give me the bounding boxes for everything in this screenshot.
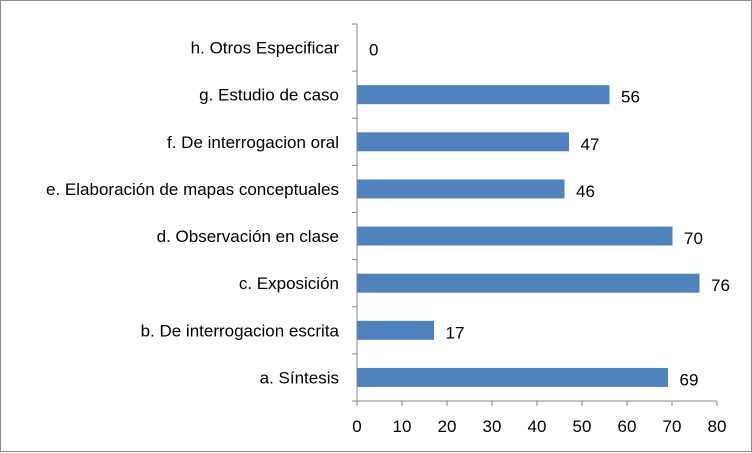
data-label: 46 [576, 182, 595, 201]
bar [357, 85, 610, 105]
x-tick-label: 10 [393, 417, 412, 436]
bar [357, 320, 434, 340]
x-tick-label: 80 [708, 417, 727, 436]
data-label: 17 [446, 323, 465, 342]
bar [357, 179, 565, 199]
x-tick-label: 0 [352, 417, 361, 436]
data-label: 69 [680, 370, 699, 389]
x-tick-label: 30 [483, 417, 502, 436]
category-label: h. Otros Especificar [191, 39, 340, 58]
category-label: e. Elaboración de mapas conceptuales [46, 180, 339, 199]
x-tick-label: 50 [573, 417, 592, 436]
category-label: g. Estudio de caso [199, 86, 339, 105]
x-tick-label: 20 [438, 417, 457, 436]
category-label: a. Síntesis [260, 368, 339, 387]
x-tick-label: 40 [528, 417, 547, 436]
bar [357, 226, 673, 246]
data-label: 47 [581, 135, 600, 154]
x-tick-label: 60 [618, 417, 637, 436]
bar [357, 367, 668, 387]
category-label: b. De interrogacion escrita [141, 321, 340, 340]
category-label: c. Exposición [239, 274, 339, 293]
data-label: 56 [621, 88, 640, 107]
data-label: 0 [369, 41, 378, 60]
data-label: 76 [711, 276, 730, 295]
category-label: d. Observación en clase [157, 227, 339, 246]
x-tick-label: 70 [663, 417, 682, 436]
bar [357, 273, 700, 293]
bar [357, 132, 569, 152]
category-label: f. De interrogacion oral [167, 133, 339, 152]
data-label: 70 [684, 229, 703, 248]
